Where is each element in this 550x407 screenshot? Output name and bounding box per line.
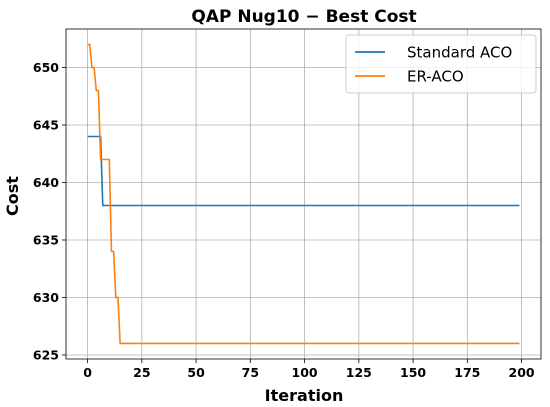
y-tick-label: 640 (33, 175, 59, 190)
plot-frame (65, 28, 542, 360)
x-tick-label: 75 (242, 365, 259, 380)
series-line-0 (87, 135, 520, 207)
y-tick-label: 650 (33, 60, 59, 75)
legend-box (345, 34, 537, 94)
x-tick-label: 100 (292, 365, 318, 380)
legend-label: Standard ACO (407, 44, 512, 62)
legend: Standard ACO ER-ACO (345, 34, 537, 94)
x-tick-label: 50 (187, 365, 205, 380)
y-axis-label: Cost (3, 176, 22, 216)
x-axis-label: Iteration (265, 386, 344, 405)
x-tick-label: 175 (454, 365, 480, 380)
chart-title: QAP Nug10 − Best Cost (191, 7, 416, 27)
x-tick-label: 150 (400, 365, 426, 380)
y-tick-label: 645 (33, 118, 59, 133)
legend-label: ER-ACO (407, 68, 464, 86)
x-tick-label: 0 (83, 365, 92, 380)
plot-series (87, 43, 520, 345)
series-line-1 (87, 43, 520, 345)
x-axis-ticks: 0 25 50 75 100 125 150 175 200 (83, 359, 535, 380)
y-axis-ticks: 625 630 635 640 645 650 (33, 60, 66, 362)
x-tick-label: 125 (346, 365, 372, 380)
y-tick-label: 625 (33, 347, 59, 362)
x-tick-label: 200 (509, 365, 535, 380)
y-tick-label: 630 (33, 290, 59, 305)
y-tick-label: 635 (33, 232, 59, 247)
x-tick-label: 25 (133, 365, 150, 380)
